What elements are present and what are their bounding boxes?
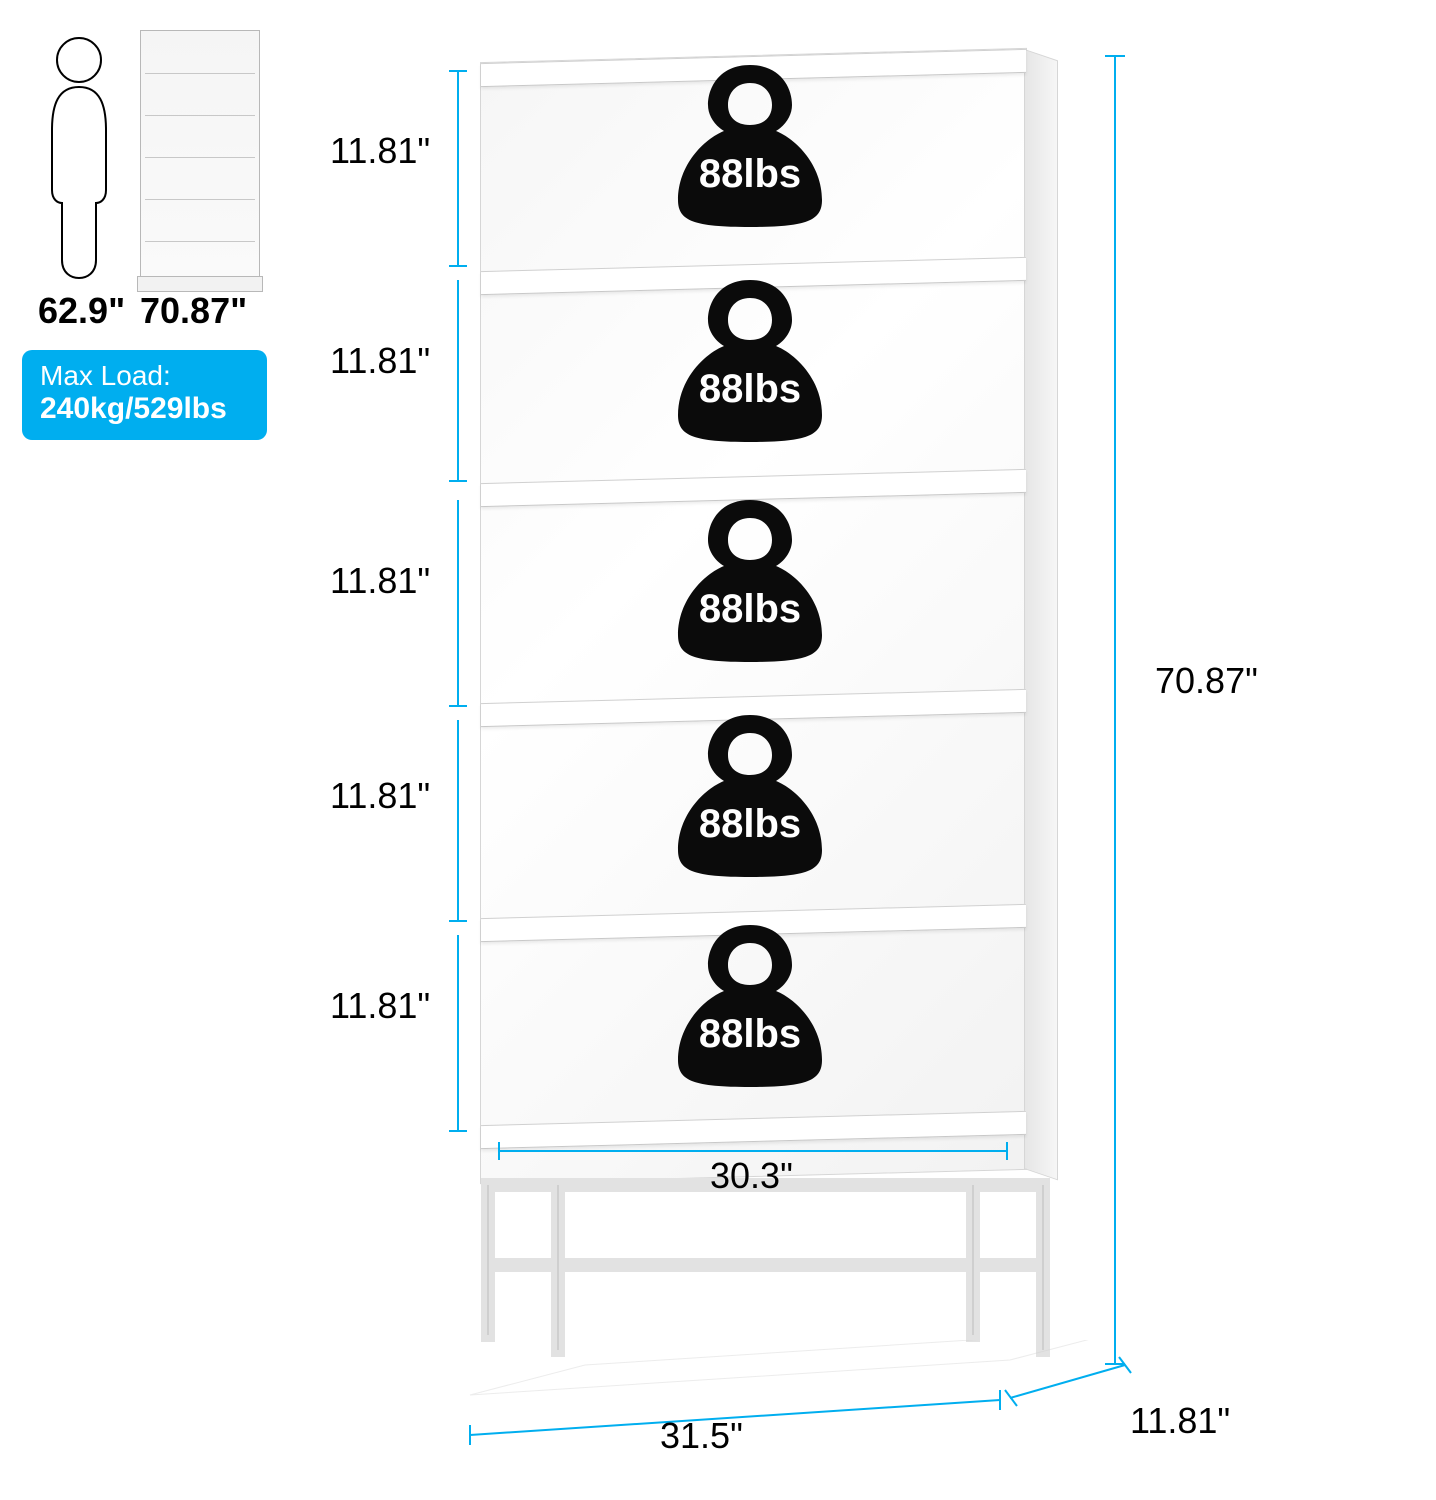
overall-depth-label: 11.81" <box>1130 1400 1230 1442</box>
dimension-arrow <box>457 500 459 705</box>
dimension-arrow <box>457 720 459 920</box>
dimension-arrow <box>457 70 459 265</box>
person-icon <box>38 35 120 280</box>
max-load-title: Max Load: <box>40 360 249 392</box>
shelf-weight-label: 88lbs <box>660 1012 840 1057</box>
dimension-arrow <box>457 935 459 1130</box>
shelf-weight-icon: 88lbs <box>660 490 840 670</box>
bookshelf-base-frame <box>468 1175 1063 1360</box>
tier-height-label: 11.81" <box>330 130 430 172</box>
overall-height-label: 70.87" <box>1155 660 1258 702</box>
mini-shelf-icon <box>140 30 260 285</box>
shelf-weight-icon: 88lbs <box>660 915 840 1095</box>
dimension-arrow <box>457 280 459 480</box>
dimension-arrow <box>498 1150 1008 1152</box>
shelf-weight-label: 88lbs <box>660 802 840 847</box>
shelf-weight-icon: 88lbs <box>660 270 840 450</box>
shelf-weight-label: 88lbs <box>660 367 840 412</box>
shelf-weight-icon: 88lbs <box>660 705 840 885</box>
mini-shelf-height-label: 70.87" <box>140 290 247 332</box>
shelf-weight-label: 88lbs <box>660 587 840 632</box>
shelf-weight-icon: 88lbs <box>660 55 840 235</box>
person-height-label: 62.9" <box>38 290 125 332</box>
tier-height-label: 11.81" <box>330 985 430 1027</box>
interior-width-label: 30.3" <box>710 1155 793 1197</box>
max-load-badge: Max Load: 240kg/529lbs <box>22 350 267 440</box>
tier-height-label: 11.81" <box>330 775 430 817</box>
overall-height-arrow <box>1105 55 1125 1365</box>
tier-height-label: 11.81" <box>330 560 430 602</box>
floorplate-dimensions <box>435 1340 1135 1470</box>
overall-width-label: 31.5" <box>660 1415 743 1457</box>
max-load-value: 240kg/529lbs <box>40 392 249 426</box>
shelf-weight-label: 88lbs <box>660 152 840 197</box>
tier-height-label: 11.81" <box>330 340 430 382</box>
